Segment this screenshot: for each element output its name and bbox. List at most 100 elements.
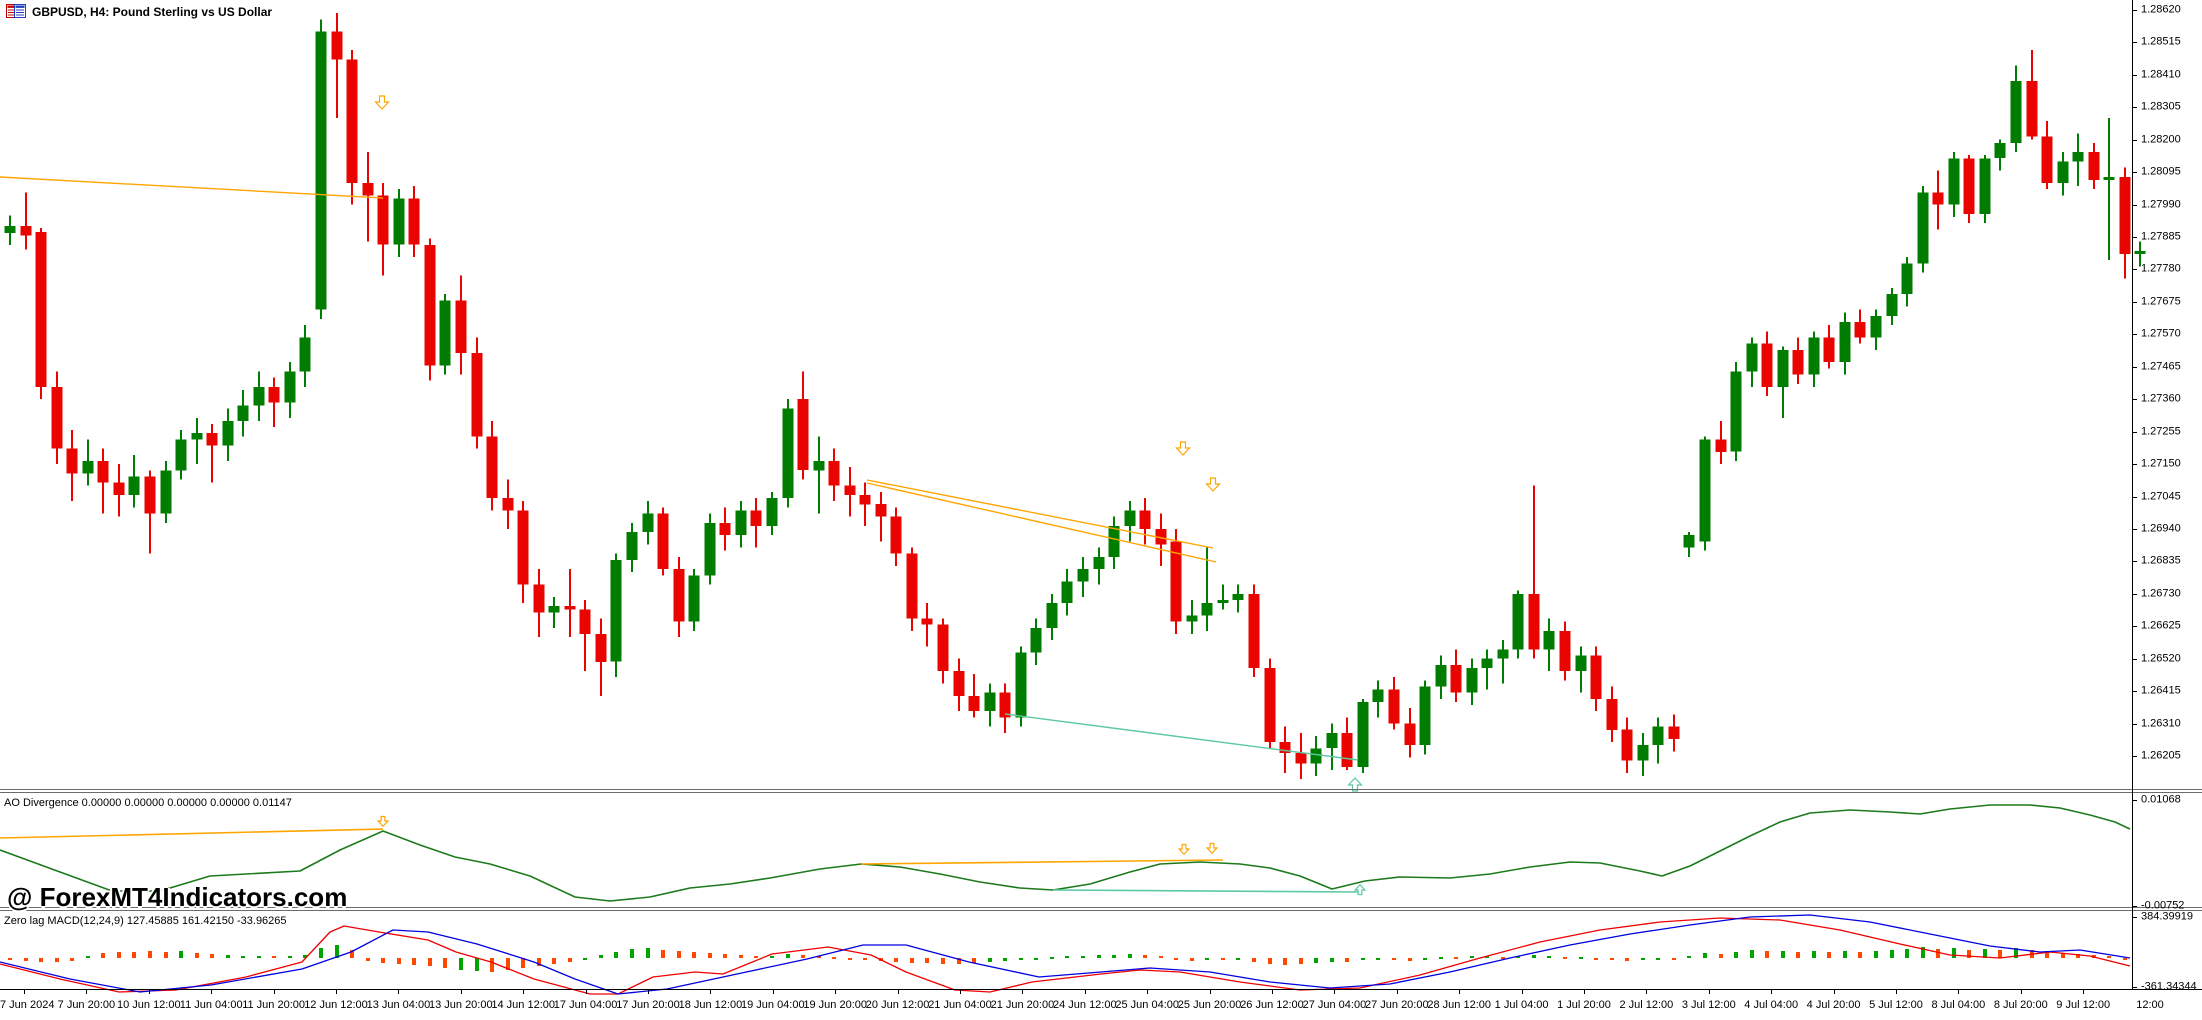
time-axis-label: 5 Jul 12:00 xyxy=(1869,999,1923,1011)
time-axis-tick xyxy=(648,989,649,994)
time-axis-tick xyxy=(1584,989,1585,994)
time-axis-tick xyxy=(1272,989,1273,994)
time-axis-label: 20 Jun 12:00 xyxy=(865,999,930,1011)
time-axis-label: 11 Jun 20:00 xyxy=(242,999,305,1011)
time-axis-tick xyxy=(586,989,587,994)
ao-divergence-pane xyxy=(0,804,2131,902)
symbol-title: GBPUSD, H4: Pound Sterling vs US Dollar xyxy=(32,5,273,19)
time-axis-line xyxy=(0,989,2202,990)
price-axis-tick xyxy=(2132,917,2137,918)
chart-title-bar: GBPUSD, H4: Pound Sterling vs US Dollar xyxy=(0,0,2130,24)
price-axis-tick xyxy=(2132,800,2137,801)
price-axis-tick xyxy=(2132,205,2137,206)
price-axis-label: 1.26730 xyxy=(2141,587,2181,600)
price-axis-label: -361.34344 xyxy=(2141,980,2197,993)
price-axis-label: 1.28200 xyxy=(2141,133,2181,146)
time-axis-label: 13 Jun 20:00 xyxy=(428,999,493,1011)
time-axis-label: 14 Jun 12:00 xyxy=(491,999,555,1011)
time-axis-label: 3 Jul 12:00 xyxy=(1681,999,1736,1011)
time-axis-tick xyxy=(1210,989,1211,994)
price-axis-tick xyxy=(2132,269,2137,270)
time-axis-tick xyxy=(1147,989,1148,994)
price-axis-label: 1.28095 xyxy=(2141,165,2181,178)
price-axis-label: 1.27675 xyxy=(2141,295,2181,308)
price-axis-tick xyxy=(2132,659,2137,660)
time-axis-label: 1 Jul 20:00 xyxy=(1557,999,1611,1011)
ao-indicator-label: AO Divergence 0.00000 0.00000 0.00000 0.… xyxy=(4,797,292,809)
time-axis-tick xyxy=(1771,989,1772,994)
time-axis-label: 8 Jul 04:00 xyxy=(1931,999,1986,1011)
time-axis-label: 19 Jun 04:00 xyxy=(740,999,805,1011)
price-axis-label: 1.27360 xyxy=(2141,392,2181,405)
price-axis-label: 1.27885 xyxy=(2141,230,2181,243)
time-axis-tick xyxy=(461,989,462,994)
time-axis-label: 9 Jul 12:00 xyxy=(2056,999,2111,1011)
time-axis-tick xyxy=(960,989,961,994)
price-axis-tick xyxy=(2132,594,2137,595)
time-axis-label: 13 Jun 04:00 xyxy=(366,999,431,1011)
time-axis-tick xyxy=(24,989,25,994)
price-axis-label: 384.39919 xyxy=(2141,910,2193,923)
pane-separator[interactable] xyxy=(0,910,2202,911)
time-axis-label: 19 Jun 20:00 xyxy=(803,999,867,1011)
price-axis-label: 1.27570 xyxy=(2141,327,2181,340)
down-signal-arrow-icon xyxy=(1177,843,1191,856)
time-axis-tick xyxy=(835,989,836,994)
time-axis-tick xyxy=(398,989,399,994)
time-axis-tick xyxy=(1334,989,1335,994)
time-axis-label: 1 Jul 04:00 xyxy=(1494,999,1549,1011)
price-axis-tick xyxy=(2132,237,2137,238)
pane-separator[interactable] xyxy=(0,789,2202,790)
time-axis-tick xyxy=(1958,989,1959,994)
time-axis-label: 21 Jun 20:00 xyxy=(990,999,1055,1011)
price-axis-tick xyxy=(2132,906,2137,907)
time-axis-tick xyxy=(1896,989,1897,994)
time-axis-label: 28 Jun 12:00 xyxy=(1427,999,1491,1011)
watermark: @ ForexMT4Indicators.com xyxy=(7,882,348,912)
down-signal-arrow-icon xyxy=(376,815,390,828)
price-axis-tick xyxy=(2132,10,2137,11)
time-axis-tick xyxy=(773,989,774,994)
time-axis-label: 4 Jul 04:00 xyxy=(1744,999,1799,1011)
time-axis-label: 8 Jul 20:00 xyxy=(1993,999,2048,1011)
chart-icon xyxy=(6,4,26,18)
time-axis-label: 12:00 xyxy=(2136,999,2164,1011)
price-axis-tick xyxy=(2132,691,2137,692)
down-signal-arrow-icon xyxy=(1205,477,1221,492)
price-axis-tick xyxy=(2132,561,2137,562)
time-axis-label: 7 Jun 20:00 xyxy=(57,999,116,1011)
time-axis-tick xyxy=(86,989,87,994)
time-axis-tick xyxy=(211,989,212,994)
price-axis-label: 1.27255 xyxy=(2141,425,2181,438)
price-axis-tick xyxy=(2132,432,2137,433)
time-axis-tick xyxy=(523,989,524,994)
price-axis-label: 1.27150 xyxy=(2141,457,2181,470)
macd-pane xyxy=(0,914,2131,995)
time-axis-label: 12 Jun 12:00 xyxy=(304,999,368,1011)
price-axis-tick xyxy=(2132,172,2137,173)
price-axis-tick xyxy=(2132,140,2137,141)
price-axis-tick xyxy=(2132,987,2137,988)
time-axis-tick xyxy=(1646,989,1647,994)
time-axis-tick xyxy=(1022,989,1023,994)
price-axis-label: 1.27780 xyxy=(2141,262,2181,275)
time-axis-label: 17 Jun 04:00 xyxy=(553,999,618,1011)
macd-indicator-label: Zero lag MACD(12,24,9) 127.45885 161.421… xyxy=(4,915,287,927)
time-axis-tick xyxy=(274,989,275,994)
time-axis-label: 17 Jun 20:00 xyxy=(616,999,680,1011)
divergence-trendlines[interactable] xyxy=(0,176,1359,761)
price-axis-label: -0.00752 xyxy=(2141,899,2185,912)
price-axis-label: 1.26520 xyxy=(2141,652,2181,665)
time-axis-tick xyxy=(1522,989,1523,994)
pane-separator[interactable] xyxy=(0,907,2202,908)
price-axis-label: 0.01068 xyxy=(2141,793,2181,806)
time-axis-label: 4 Jul 20:00 xyxy=(1806,999,1861,1011)
pane-separator[interactable] xyxy=(0,792,2202,793)
price-axis-tick xyxy=(2132,464,2137,465)
up-signal-arrow-icon xyxy=(1353,883,1367,896)
price-axis-label: 1.26310 xyxy=(2141,717,2181,730)
time-axis-label: 7 Jun 2024 xyxy=(0,999,55,1011)
price-axis-tick xyxy=(2132,334,2137,335)
